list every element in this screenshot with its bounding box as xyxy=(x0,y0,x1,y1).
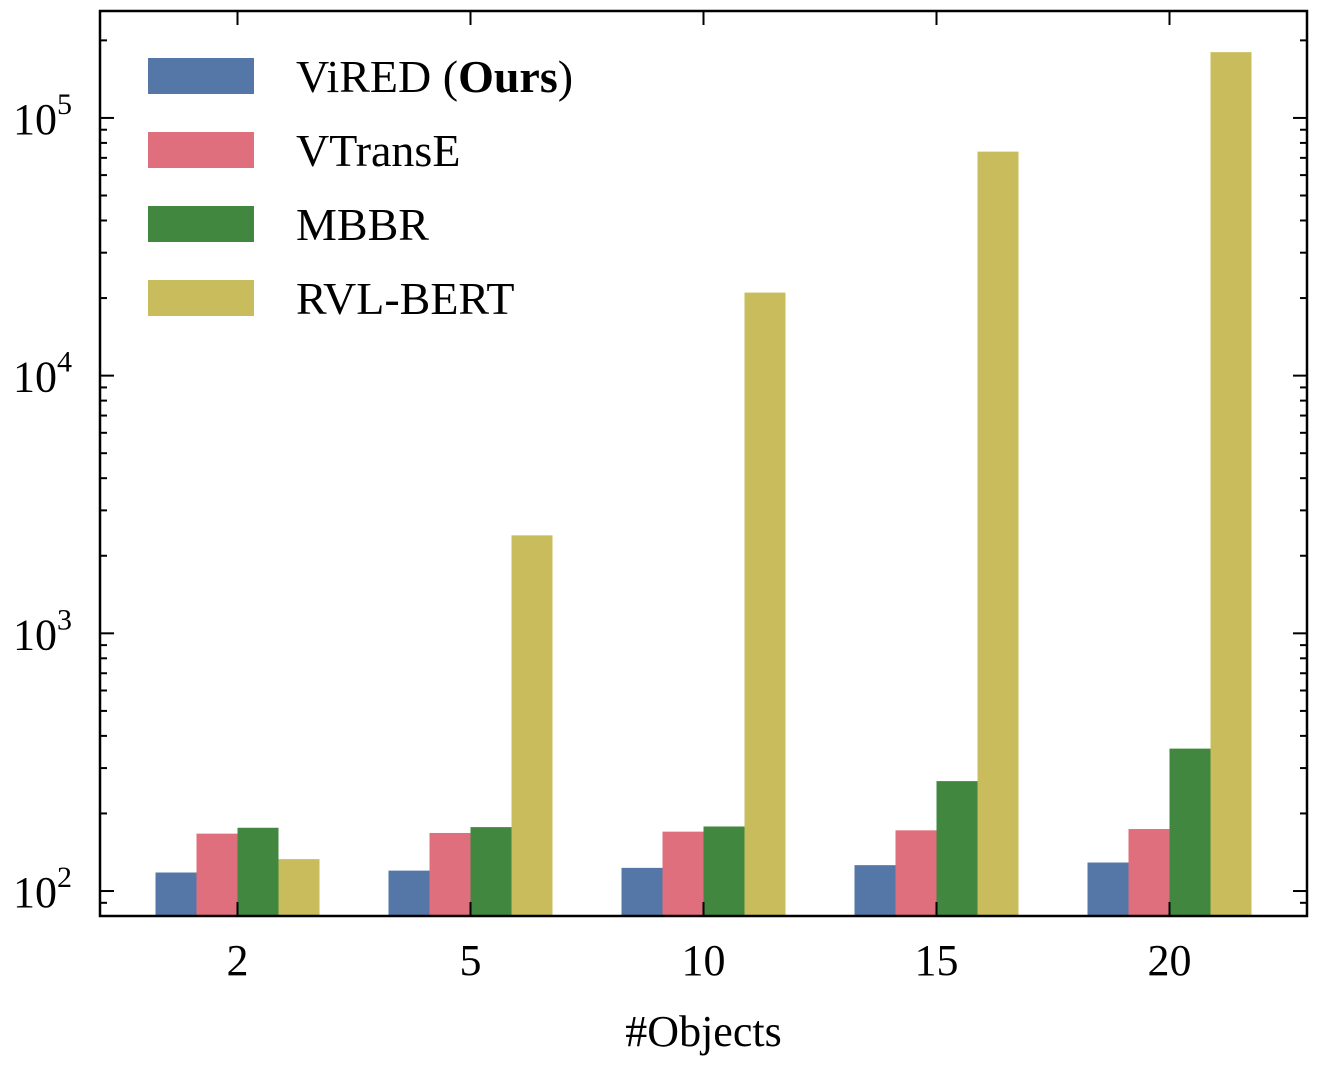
x-tick-label-15: 15 xyxy=(915,936,959,985)
legend-swatch-mbbr xyxy=(148,206,254,242)
x-tick-label-5: 5 xyxy=(460,936,482,985)
bar-rvl-bert-15 xyxy=(977,151,1019,917)
bar-rvl-bert-2 xyxy=(278,859,320,916)
bar-vtranse-15 xyxy=(895,830,937,916)
bar-vtranse-2 xyxy=(196,833,238,916)
x-axis-title: #Objects xyxy=(625,1007,781,1056)
bar-rvl-bert-20 xyxy=(1210,52,1252,916)
ticks-group xyxy=(100,11,1307,917)
y-tick-labels: 102 103 104 105 xyxy=(13,88,72,917)
bar-mbbr-10 xyxy=(703,826,745,916)
legend-swatch-vired xyxy=(148,58,254,94)
bar-mbbr-20 xyxy=(1169,748,1211,916)
bar-vtranse-10 xyxy=(662,831,704,916)
x-tick-label-10: 10 xyxy=(682,936,726,985)
bar-vtranse-5 xyxy=(429,832,471,916)
y-tick-label-100: 102 xyxy=(13,861,72,917)
legend-swatch-vtranse xyxy=(148,132,254,168)
legend-label-vtranse: VTransE xyxy=(296,125,460,176)
legend-label-mbbr: MBBR xyxy=(296,199,429,250)
bar-vired-20 xyxy=(1087,862,1129,916)
bar-vired-10 xyxy=(621,867,663,916)
bar-vtranse-20 xyxy=(1128,829,1170,916)
bar-vired-15 xyxy=(854,865,896,916)
legend: ViRED (Ours) VTransE MBBR RVL-BERT xyxy=(148,51,573,324)
plot-frame xyxy=(98,9,1309,918)
x-tick-label-2: 2 xyxy=(227,936,249,985)
legend-label-rvl-bert: RVL-BERT xyxy=(296,273,514,324)
bar-mbbr-2 xyxy=(237,827,279,916)
bars-group xyxy=(155,52,1252,917)
bar-rvl-bert-5 xyxy=(511,535,553,916)
y-tick-label-10000: 104 xyxy=(13,346,72,402)
bar-rvl-bert-10 xyxy=(744,292,786,916)
x-tick-labels: 2 5 10 15 20 xyxy=(227,936,1192,985)
bar-vired-2 xyxy=(155,872,197,916)
bar-mbbr-15 xyxy=(936,781,978,916)
legend-label-vired: ViRED (Ours) xyxy=(296,51,573,102)
x-tick-label-20: 20 xyxy=(1148,936,1192,985)
bar-vired-5 xyxy=(388,870,430,916)
bar-mbbr-5 xyxy=(470,827,512,916)
legend-swatch-rvl-bert xyxy=(148,280,254,316)
y-tick-label-100000: 105 xyxy=(13,88,72,144)
y-tick-label-1000: 103 xyxy=(13,603,72,659)
